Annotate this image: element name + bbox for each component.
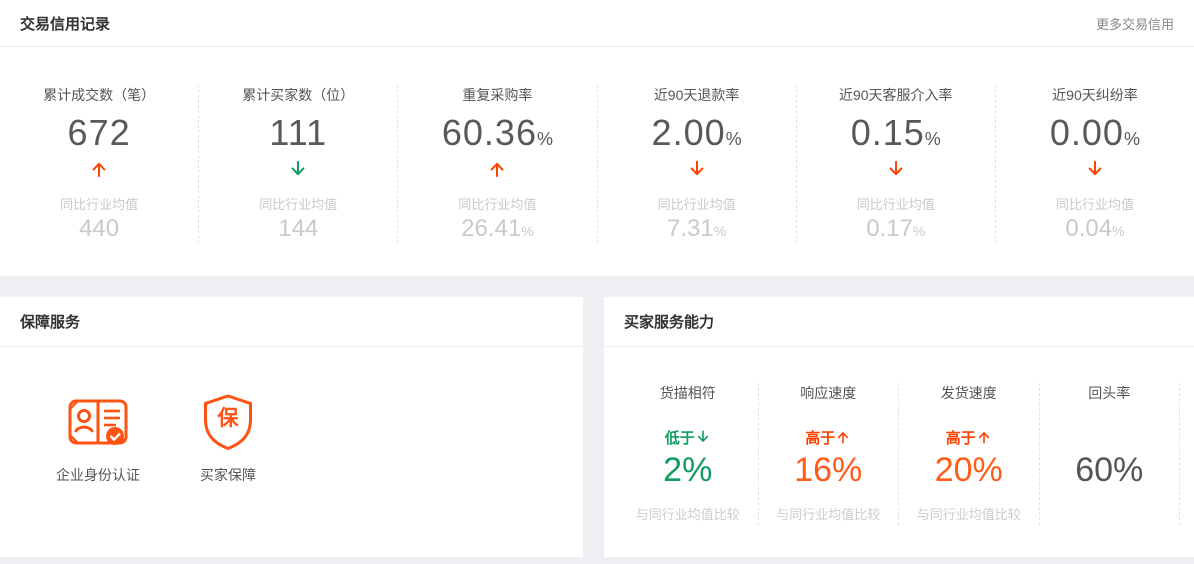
shield-char: 保 bbox=[217, 407, 239, 430]
stat-total-buyers: 累计买家数（位） 111 同比行业均值 144 bbox=[199, 85, 399, 243]
stat-value: 111 bbox=[269, 112, 328, 153]
stat-total-deals: 累计成交数（笔） 672 同比行业均值 440 bbox=[0, 85, 200, 243]
trend-down-icon bbox=[886, 159, 906, 179]
buyer-service-header: 买家服务能力 bbox=[604, 297, 1194, 347]
metric-label: 响应速度 bbox=[800, 385, 857, 401]
stat-value: 2.00% bbox=[651, 112, 742, 153]
stat-repeat-purchase-rate: 重复采购率 60.36% 同比行业均值 26.41% bbox=[398, 85, 598, 243]
shield-bao-icon: 保 bbox=[173, 391, 283, 453]
industry-avg-label: 同比行业均值 bbox=[60, 196, 139, 212]
industry-avg-label: 同比行业均值 bbox=[259, 196, 338, 212]
metric-value: 2% bbox=[663, 451, 713, 489]
guarantee-header: 保障服务 bbox=[0, 297, 583, 347]
trade-credit-header: 交易信用记录 更多交易信用 bbox=[0, 0, 1194, 47]
stat-label: 近90天客服介入率 bbox=[838, 87, 953, 103]
stat-label: 近90天纠纷率 bbox=[1052, 87, 1138, 103]
badge-enterprise-identity: 企业身份认证 bbox=[43, 391, 153, 485]
metric-shipping-speed: 发货速度 高于 20% 与同行业均值比较 bbox=[899, 383, 1040, 525]
trend-down-icon bbox=[1085, 159, 1105, 179]
metric-compare-label: 与同行业均值比较 bbox=[635, 507, 740, 523]
metric-compare-label: 与同行业均值比较 bbox=[916, 507, 1021, 523]
metric-compare-empty bbox=[1040, 504, 1180, 519]
metric-response-speed: 响应速度 高于 16% 与同行业均值比较 bbox=[759, 383, 899, 525]
badge-label: 企业身份认证 bbox=[56, 467, 140, 483]
metric-value: 60% bbox=[1075, 451, 1144, 489]
trend-up-icon bbox=[487, 159, 507, 179]
credit-stats-row: 累计成交数（笔） 672 同比行业均值 440 累计买家数（位） 111 同比行… bbox=[0, 85, 1194, 243]
stat-label: 累计成交数（笔） bbox=[43, 87, 156, 103]
bottom-row: 保障服务 bbox=[0, 297, 1194, 557]
industry-avg-value: 7.31% bbox=[667, 214, 727, 242]
trend-up-icon bbox=[976, 429, 992, 445]
industry-avg-value: 440 bbox=[79, 214, 120, 242]
industry-avg-value: 26.41% bbox=[461, 214, 534, 242]
stat-value: 672 bbox=[67, 112, 131, 153]
trend-down-icon bbox=[288, 159, 308, 179]
metric-label: 货描相符 bbox=[659, 385, 716, 401]
industry-avg-label: 同比行业均值 bbox=[1055, 196, 1134, 212]
industry-avg-value: 144 bbox=[278, 214, 319, 242]
buyer-service-panel: 买家服务能力 货描相符 低于 2% 与同行业均值比较 响应速度 高于 16% 与… bbox=[604, 297, 1194, 557]
trade-credit-panel: 交易信用记录 更多交易信用 累计成交数（笔） 672 同比行业均值 440 累计… bbox=[0, 0, 1194, 276]
industry-avg-label: 同比行业均值 bbox=[657, 196, 736, 212]
stat-value: 60.36% bbox=[441, 112, 553, 153]
stat-label: 近90天退款率 bbox=[653, 87, 740, 103]
industry-avg-label: 同比行业均值 bbox=[856, 196, 935, 212]
trend-up-icon bbox=[89, 159, 109, 179]
id-card-check-icon bbox=[43, 391, 153, 453]
guarantee-title: 保障服务 bbox=[20, 314, 81, 331]
badge-label: 买家保障 bbox=[200, 467, 256, 483]
metric-value: 16% bbox=[794, 451, 863, 489]
badge-buyer-guarantee: 保 买家保障 bbox=[173, 391, 283, 485]
metric-comparator: 高于 bbox=[759, 427, 899, 449]
trend-up-icon bbox=[835, 429, 851, 445]
metric-value: 20% bbox=[934, 451, 1003, 489]
industry-avg-label: 同比行业均值 bbox=[458, 196, 537, 212]
metric-label: 回头率 bbox=[1088, 385, 1131, 401]
stat-dispute-rate-90d: 近90天纠纷率 0.00% 同比行业均值 0.04% bbox=[996, 85, 1194, 243]
more-credit-link[interactable]: 更多交易信用 bbox=[1095, 16, 1174, 32]
metric-label: 发货速度 bbox=[940, 385, 997, 401]
stat-refund-rate-90d: 近90天退款率 2.00% 同比行业均值 7.31% bbox=[598, 85, 797, 243]
metric-return-rate: 回头率 60% bbox=[1040, 383, 1180, 525]
stat-value: 0.15% bbox=[850, 112, 941, 153]
trend-down-icon bbox=[695, 429, 711, 445]
stat-value: 0.00% bbox=[1049, 112, 1140, 153]
trend-down-icon bbox=[687, 159, 707, 179]
guarantee-panel: 保障服务 bbox=[0, 297, 583, 557]
page-title: 交易信用记录 bbox=[20, 15, 111, 33]
metric-compare-label: 与同行业均值比较 bbox=[776, 507, 881, 523]
buyer-service-title: 买家服务能力 bbox=[624, 314, 715, 331]
metric-comparator-empty bbox=[1040, 427, 1180, 449]
metric-description-match: 货描相符 低于 2% 与同行业均值比较 bbox=[618, 383, 759, 525]
stat-label: 重复采购率 bbox=[462, 87, 533, 103]
industry-avg-value: 0.04% bbox=[1065, 214, 1125, 242]
metric-comparator: 低于 bbox=[618, 427, 758, 449]
industry-avg-value: 0.17% bbox=[866, 214, 926, 242]
service-metrics-row: 货描相符 低于 2% 与同行业均值比较 响应速度 高于 16% 与同行业均值比较… bbox=[604, 347, 1194, 525]
stat-label: 累计买家数（位） bbox=[242, 87, 355, 103]
metric-comparator: 高于 bbox=[899, 427, 1039, 449]
guarantee-badges: 企业身份认证 保 买家保障 bbox=[0, 347, 583, 485]
stat-cs-intervention-rate-90d: 近90天客服介入率 0.15% 同比行业均值 0.17% bbox=[797, 85, 996, 243]
